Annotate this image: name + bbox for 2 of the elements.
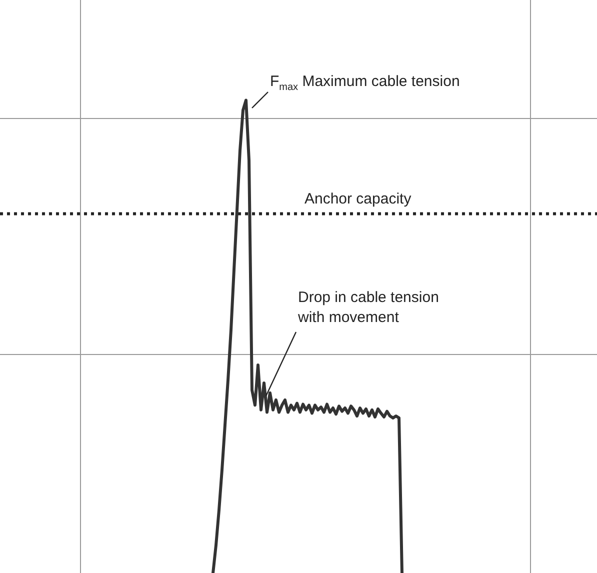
annotation: Drop in cable tension with movement: [297, 289, 439, 326]
ref-line-label: Anchor capacity: [304, 190, 412, 208]
